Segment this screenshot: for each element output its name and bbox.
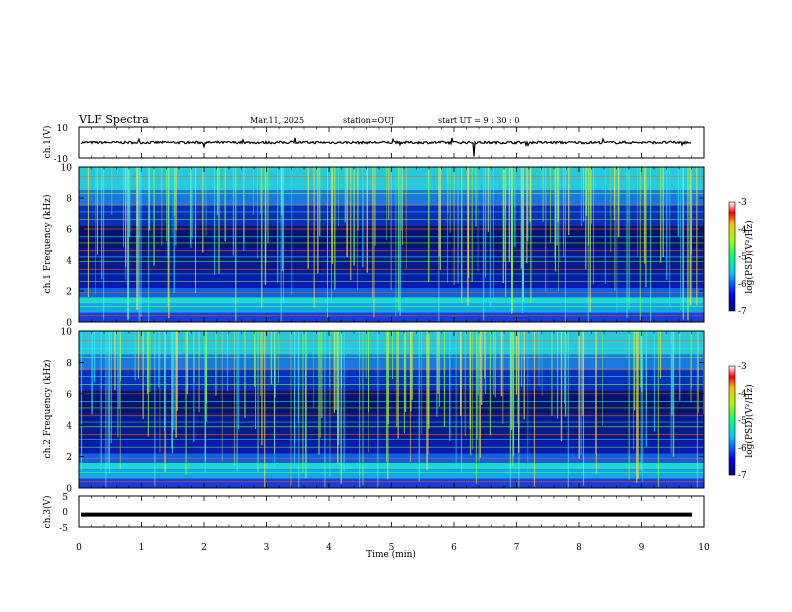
x-tick-label-9: 9 [639,543,645,553]
figure-title: VLF Spectra [78,113,149,126]
ch2-spec-band [79,331,704,355]
x-tick-label-4: 4 [326,543,332,553]
spec-ytick-6: 6 [66,390,72,400]
date-label: Mar.11, 2025 [250,116,304,125]
ch3-ytick-top: 5 [62,493,68,503]
colorbar-tick--6: -6 [738,280,747,290]
ch3-ylabel: ch.3(V) [42,496,53,529]
x-tick-label-10: 10 [698,543,710,553]
ch1-ytick-top: 10 [57,124,69,134]
start-time-label: start UT = 9 : 30 : 0 [438,116,519,125]
colorbar-tick--4: -4 [738,389,747,399]
ch2-spectrogram-panel: ch.2 Frequency (kHz) [42,330,705,489]
ch1-spectrogram-image [79,167,704,322]
colorbar-tick--7: -7 [738,471,747,481]
ch1-colorbar-label: log(PSD)(V²/Hz) [744,220,755,293]
colorbar-tick--4: -4 [738,225,747,235]
spec-ytick-10: 10 [61,328,73,338]
ch2-spec-band [79,354,704,371]
ch2-spec-band [79,370,704,391]
ch3-ytick-mid: 0 [62,508,68,518]
ch1-spec-band [79,303,704,313]
ch2-spec-band [79,462,704,470]
ch1-ylabel: ch.1(V) [42,126,53,159]
ch1-colorbar: log(PSD)(V²/Hz) [728,201,755,312]
spec-ytick-10: 10 [61,164,73,174]
ch3-waveform-panel: 5 -5 ch.3(V) Time (min) [42,493,705,560]
spec-ytick-8: 8 [66,195,72,205]
ch1-ytick-bottom: -10 [54,155,69,165]
spec-ytick-0: 0 [66,485,72,495]
ch2-colorbar: log(PSD)(V²/Hz) [728,365,755,476]
ch2-spec-band [79,469,704,479]
x-axis-label: Time (min) [366,549,416,560]
ch1-spectrogram-panel: ch.1 Frequency (kHz) [42,166,705,323]
x-tick-label-2: 2 [201,543,207,553]
x-tick-label-1: 1 [139,543,145,553]
spec-ytick-0: 0 [66,319,72,329]
spec-ytick-2: 2 [66,288,72,298]
spec-ytick-8: 8 [66,359,72,369]
ch2-colorbar-label: log(PSD)(V²/Hz) [744,384,755,457]
colorbar-tick--3: -3 [738,362,747,372]
ch1-spec-band [79,190,704,206]
colorbar-tick--5: -5 [738,253,747,263]
colorbar-tick--3: -3 [738,198,747,208]
ch2-spec-ylabel: ch.2 Frequency (kHz) [42,360,53,459]
ch1-waveform-panel: 10 -10 ch.1(V) [42,124,705,165]
x-tick-label-8: 8 [576,543,582,553]
ch1-waveform-series [80,137,692,157]
spec-ytick-6: 6 [66,226,72,236]
colorbar-tick--5: -5 [738,417,747,427]
colorbar-tick--7: -7 [738,307,747,317]
x-tick-label-0: 0 [76,543,82,553]
ch1-spec-band [79,205,704,226]
ch3-ytick-bottom: -5 [59,524,68,534]
spec-ytick-4: 4 [66,422,72,432]
ch2-spectrogram-image [79,331,704,488]
colorbar-tick--6: -6 [738,444,747,454]
ch1-spec-band [79,297,704,304]
station-label: station=OUJ [343,116,394,125]
x-tick-label-5: 5 [389,543,395,553]
axis-ticks: 0 1 2 3 4 5 6 7 8 9 10 10 8 6 4 2 0 -3 -4 -5 -6 -7 10 8 6 4 2 0 -3 -4… [61,127,747,553]
x-tick-label-7: 7 [514,543,520,553]
x-tick-label-3: 3 [264,543,270,553]
spec-ytick-2: 2 [66,453,72,463]
x-tick-label-6: 6 [451,543,457,553]
ch1-spec-ylabel: ch.1 Frequency (kHz) [42,195,53,294]
spec-ytick-4: 4 [66,257,72,267]
